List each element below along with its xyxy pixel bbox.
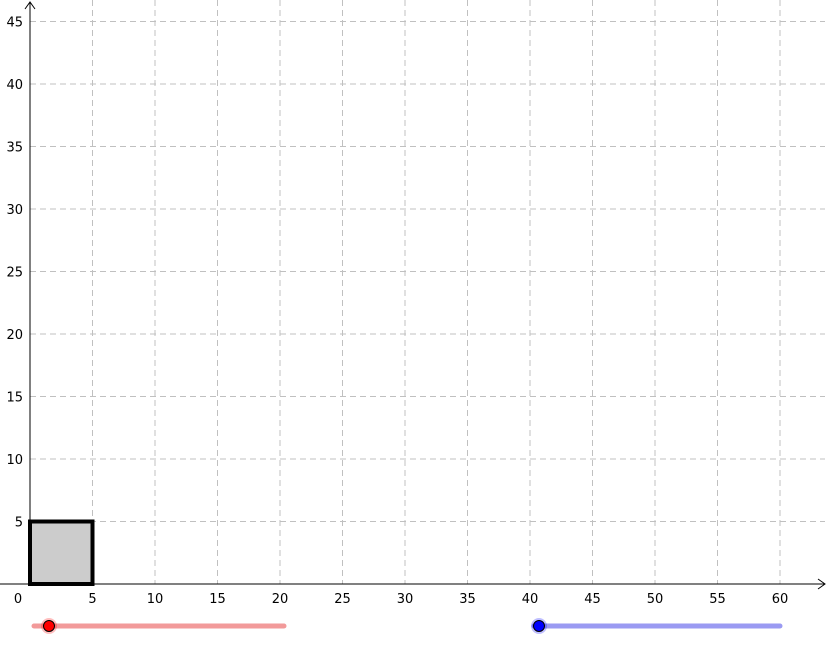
y-tick-label: 10	[6, 453, 23, 468]
y-tick-label: 25	[6, 266, 23, 281]
x-tick-label: 10	[147, 592, 164, 607]
x-tick-label: 45	[584, 592, 601, 607]
y-tick-label: 20	[6, 328, 23, 343]
x-tick-label: 15	[209, 592, 226, 607]
x-tick-label: 60	[772, 592, 789, 607]
x-tick-label: 50	[647, 592, 664, 607]
x-tick-label: 0	[14, 592, 22, 607]
y-tick-label: 5	[15, 516, 23, 531]
x-tick-label: 5	[88, 592, 96, 607]
x-tick-labels: 0 5 10 15 20 25 30 35 40 45 50 55 60	[14, 592, 788, 607]
y-tick-label: 40	[6, 78, 23, 93]
y-axis-arrow-icon	[24, 1, 36, 10]
y-tick-label: 30	[6, 203, 23, 218]
grid-lines	[30, 0, 825, 584]
x-tick-label: 55	[709, 592, 726, 607]
slider-blue[interactable]	[531, 618, 783, 634]
x-tick-label: 40	[522, 592, 539, 607]
y-tick-label: 45	[6, 16, 23, 31]
axes	[0, 1, 826, 590]
x-tick-label: 30	[397, 592, 414, 607]
x-tick-label: 25	[334, 592, 351, 607]
slider-handle[interactable]	[43, 620, 55, 632]
y-tick-label: 15	[6, 391, 23, 406]
x-axis-arrow-icon	[817, 578, 826, 590]
slider-red[interactable]	[31, 618, 287, 634]
y-tick-label: 35	[6, 141, 23, 156]
square-polygon[interactable]	[28, 519, 95, 586]
y-tick-labels: 5 10 15 20 25 30 35 40 45	[6, 16, 23, 531]
x-tick-label: 20	[272, 592, 289, 607]
sliders[interactable]	[31, 618, 783, 634]
x-tick-label: 35	[459, 592, 476, 607]
slider-handle[interactable]	[533, 620, 545, 632]
